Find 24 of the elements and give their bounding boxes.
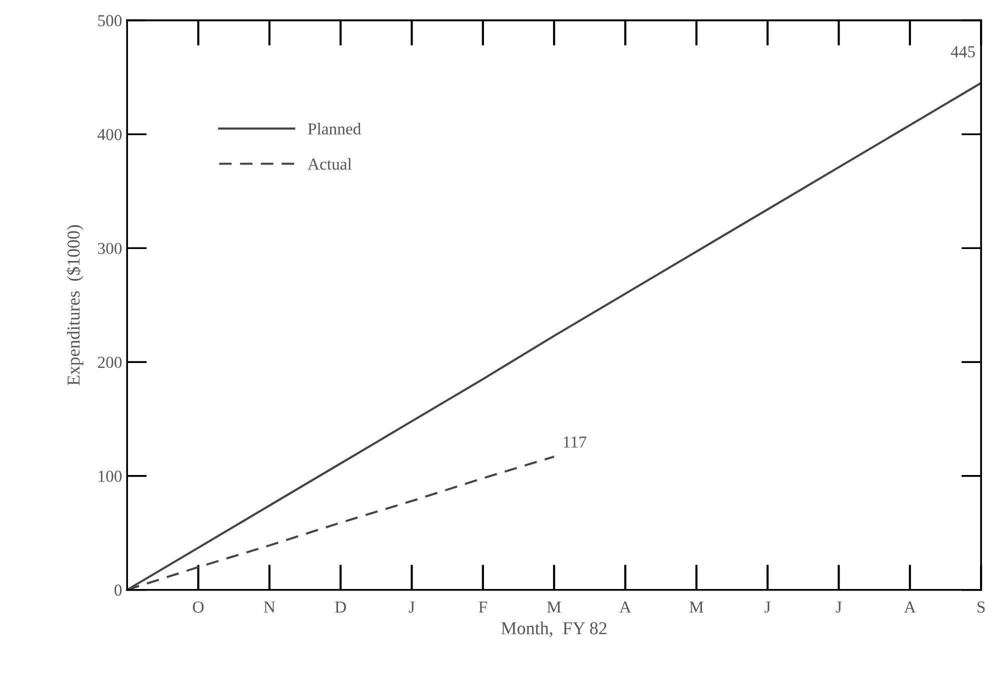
data-label: 117 — [564, 436, 586, 448]
x-axis-title: Month, FY 82 — [501, 622, 606, 637]
x-tick-label: J — [764, 602, 770, 613]
y-tick-label: 0 — [114, 584, 122, 596]
x-tick-label: J — [408, 602, 415, 613]
y-axis-title: Expenditures ($1000) — [66, 225, 84, 386]
x-tick-label: J — [836, 602, 842, 613]
y-tick-label: 100 — [98, 470, 122, 482]
x-tick-label: A — [619, 602, 632, 613]
x-tick-label: N — [264, 602, 276, 613]
x-tick-label: O — [192, 602, 204, 613]
data-label: 445 — [950, 46, 975, 58]
y-tick-label: 300 — [98, 242, 122, 254]
legend-label: Planned — [308, 122, 361, 135]
x-tick-label: F — [478, 602, 487, 613]
x-tick-label: M — [547, 602, 562, 613]
y-tick-label: 500 — [98, 15, 122, 26]
x-tick-label: S — [978, 602, 985, 613]
legend-label: Actual — [308, 158, 352, 170]
x-tick-label: A — [904, 602, 916, 613]
y-tick-label: 200 — [98, 356, 122, 368]
x-tick-label: D — [335, 602, 346, 613]
y-tick-label: 400 — [98, 128, 122, 140]
x-tick-label: M — [689, 602, 704, 613]
